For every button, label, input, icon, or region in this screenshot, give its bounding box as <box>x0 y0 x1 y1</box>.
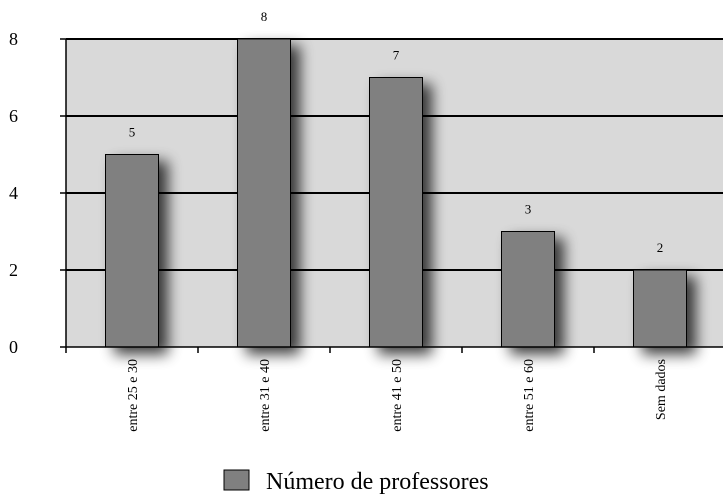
y-tick-label: 4 <box>9 183 18 203</box>
bar <box>237 38 291 348</box>
bar <box>633 269 687 348</box>
category-labels: entre 25 e 30 entre 31 e 40 entre 41 e 50 e… <box>126 359 669 432</box>
data-label: 8 <box>261 9 268 24</box>
category-label: entre 25 e 30 <box>126 359 141 432</box>
legend-swatch <box>223 469 250 491</box>
bar <box>369 77 423 348</box>
data-label: 2 <box>657 240 664 255</box>
bar <box>105 154 159 348</box>
category-label: entre 41 e 50 <box>390 359 405 432</box>
data-label: 5 <box>129 125 136 140</box>
y-tick-label: 0 <box>9 337 18 357</box>
category-label: entre 31 e 40 <box>258 359 273 432</box>
y-tick-label: 2 <box>9 260 18 280</box>
y-tick-label: 8 <box>9 29 18 49</box>
legend: Número de professores <box>223 469 489 494</box>
y-tick-label: 6 <box>9 106 18 126</box>
bars <box>105 38 687 348</box>
category-label: Sem dados <box>654 359 669 420</box>
data-label: 3 <box>525 202 532 217</box>
legend-label: Número de professores <box>266 469 489 494</box>
category-label: entre 51 e 60 <box>522 359 537 432</box>
x-axis-ticks <box>65 347 595 353</box>
y-axis-ticks: 0 2 4 6 8 <box>9 29 66 357</box>
data-label: 7 <box>393 48 400 63</box>
data-labels: 5 8 7 3 2 <box>129 9 664 255</box>
bar <box>501 231 555 348</box>
